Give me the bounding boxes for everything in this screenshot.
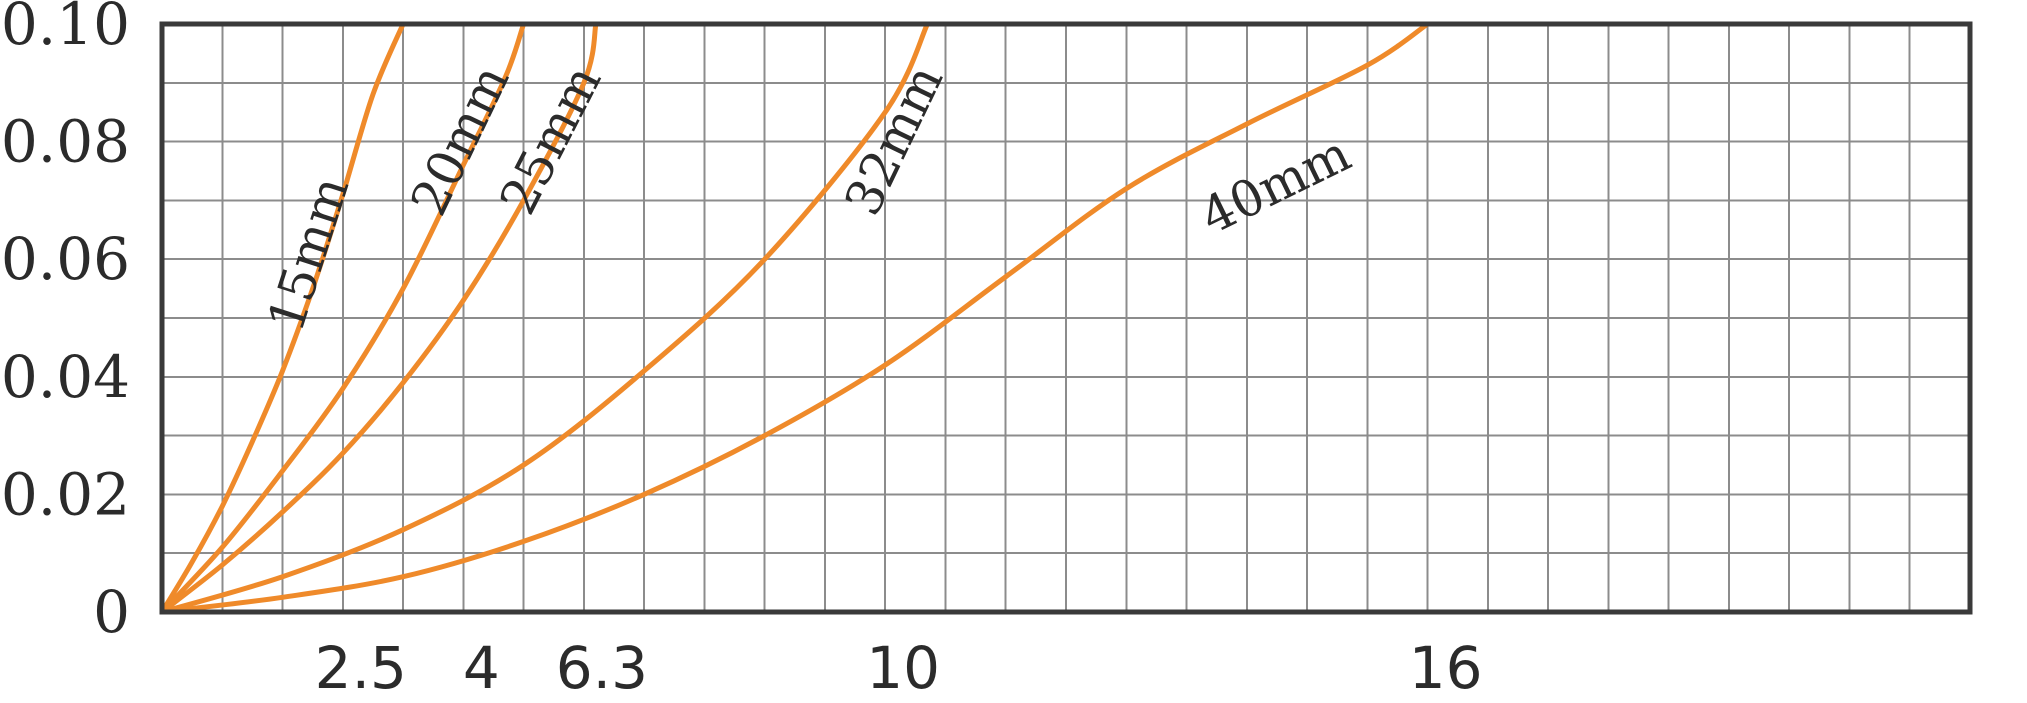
series-label-15mm: 15mm (257, 170, 361, 339)
x-tick-label: 16 (1409, 634, 1483, 702)
series-line-15mm (159, 21, 406, 615)
y-tick-label: 0.06 (1, 225, 130, 293)
x-tick-label: 2.5 (315, 634, 407, 702)
x-tick-label: 6.3 (556, 634, 648, 702)
y-tick-label: 0.10 (1, 0, 130, 58)
x-tick-label: 4 (463, 634, 500, 702)
series-line-32mm (159, 21, 930, 615)
y-tick-label: 0 (93, 578, 130, 646)
y-tick-label: 0.02 (1, 460, 130, 528)
y-axis-tick-labels: 0 0.02 0.04 0.06 0.08 0.10 (1, 0, 130, 646)
series-curves (159, 21, 1431, 615)
x-axis-tick-labels: 2.5 4 6.3 10 16 (315, 634, 1483, 702)
y-tick-label: 0.04 (1, 343, 130, 411)
plot-frame (159, 21, 1973, 615)
series-line-25mm (159, 21, 599, 615)
series-line-40mm (159, 21, 1431, 615)
series-line-20mm (159, 21, 527, 615)
x-tick-label: 10 (866, 634, 940, 702)
series-label-32mm: 32mm (834, 56, 955, 224)
y-tick-label: 0.08 (1, 108, 130, 176)
grid (162, 24, 1970, 612)
